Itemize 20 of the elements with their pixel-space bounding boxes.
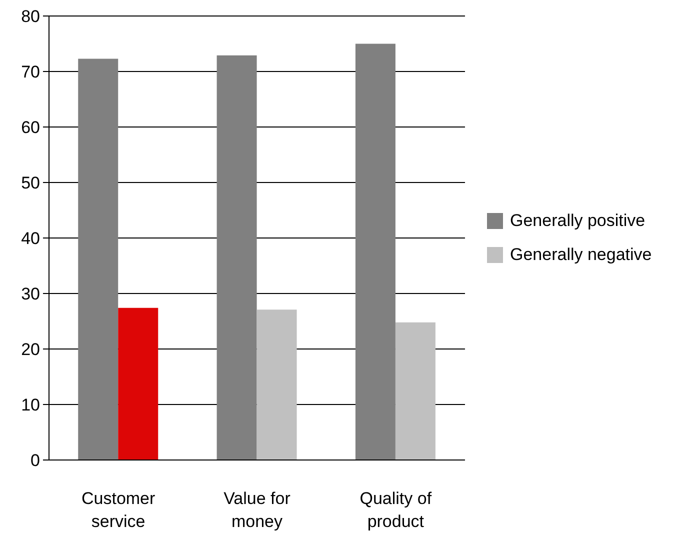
y-tick-label: 30 [21,284,40,304]
bar [216,55,257,460]
x-tick-label: Customer service [81,489,156,532]
y-tick-label: 0 [30,451,40,470]
bar [395,322,436,460]
bar [78,58,118,460]
bar [118,308,158,460]
x-tick-label: Quality of product [360,489,432,532]
y-tick-label: 80 [21,7,40,26]
x-tick-label: Value for money [224,489,291,532]
y-tick-label: 60 [21,118,40,138]
bar [355,44,396,460]
y-tick-label: 40 [21,229,40,248]
legend-label: Generally negative [510,245,652,265]
y-tick-label: 50 [21,174,40,193]
y-tick-label: 20 [21,340,40,360]
legend-label: Generally positive [510,211,646,231]
y-tick-label: 10 [21,396,40,415]
y-tick-label: 70 [21,62,40,82]
bar [256,310,297,460]
